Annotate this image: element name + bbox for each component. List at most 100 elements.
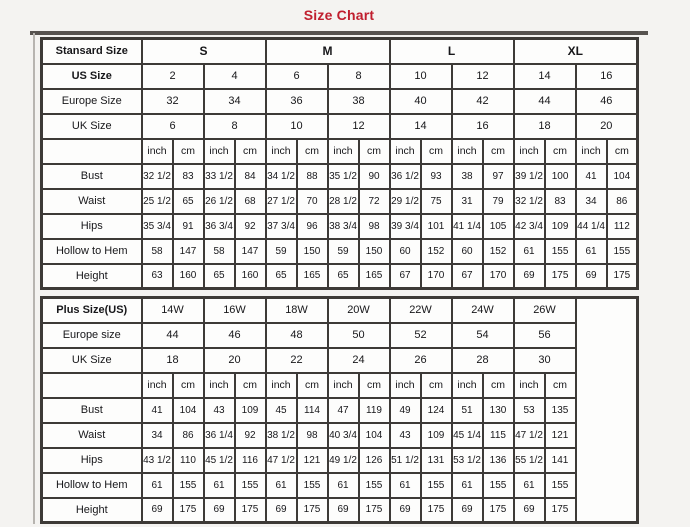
measure-value-cell: 160 bbox=[233, 262, 267, 290]
unit-inch-label: inch bbox=[326, 371, 360, 399]
unit-inch-label: inch bbox=[450, 137, 484, 165]
measure-row-label: Hips bbox=[40, 212, 143, 240]
measure-value-cell: 150 bbox=[357, 237, 391, 265]
unit-inch-label: inch bbox=[574, 137, 608, 165]
unit-cm-label: cm bbox=[543, 371, 577, 399]
size-number-cell: 38 bbox=[326, 87, 391, 115]
measure-row-label: Waist bbox=[40, 421, 143, 449]
measure-value-cell: 88 bbox=[295, 162, 329, 190]
measure-value-cell: 93 bbox=[419, 162, 453, 190]
measure-value-cell: 150 bbox=[295, 237, 329, 265]
measure-value-cell: 70 bbox=[295, 187, 329, 215]
measure-value-cell: 67 bbox=[450, 262, 484, 290]
measure-value-cell: 49 bbox=[388, 396, 422, 424]
table-row: inch cm inch cm inch cm inch cm inch cm inch cm inch… bbox=[40, 137, 639, 165]
measure-value-cell: 44 1/4 bbox=[574, 212, 608, 240]
measure-value-cell: 27 1/2 bbox=[264, 187, 298, 215]
header-row-label: Europe size bbox=[40, 321, 143, 349]
unit-cm-label: cm bbox=[357, 371, 391, 399]
table-row: Europe Size 32 34 36 38 40 42 44 46 bbox=[40, 87, 639, 115]
measure-value-cell: 69 bbox=[264, 496, 298, 524]
measure-value-cell: 83 bbox=[171, 162, 205, 190]
plus-size-header: 14W bbox=[140, 296, 205, 324]
measure-value-cell: 65 bbox=[326, 262, 360, 290]
measure-value-cell: 36 1/4 bbox=[202, 421, 236, 449]
measure-value-cell: 84 bbox=[233, 162, 267, 190]
measure-value-cell: 60 bbox=[388, 237, 422, 265]
measure-value-cell: 135 bbox=[543, 396, 577, 424]
measure-value-cell: 130 bbox=[481, 396, 515, 424]
measure-value-cell: 170 bbox=[481, 262, 515, 290]
measure-value-cell: 110 bbox=[171, 446, 205, 474]
measure-value-cell: 61 bbox=[140, 471, 174, 499]
measure-value-cell: 69 bbox=[388, 496, 422, 524]
measure-value-cell: 43 1/2 bbox=[140, 446, 174, 474]
size-number-cell: 16 bbox=[450, 112, 515, 140]
standard-size-table: Stansard Size S M L XL US Size 2 4 6 8 10 12 14 16 Eur… bbox=[40, 37, 640, 290]
unit-cm-label: cm bbox=[419, 371, 453, 399]
measure-value-cell: 32 1/2 bbox=[512, 187, 546, 215]
measure-value-cell: 175 bbox=[543, 496, 577, 524]
measure-value-cell: 39 3/4 bbox=[388, 212, 422, 240]
plus-size-header: 18W bbox=[264, 296, 329, 324]
measure-value-cell: 160 bbox=[171, 262, 205, 290]
unit-cm-label: cm bbox=[171, 371, 205, 399]
unit-inch-label: inch bbox=[512, 371, 546, 399]
unit-cm-label: cm bbox=[295, 371, 329, 399]
size-number-cell: 54 bbox=[450, 321, 515, 349]
unit-inch-label: inch bbox=[388, 137, 422, 165]
size-number-cell: 8 bbox=[326, 62, 391, 90]
header-row-label: US Size bbox=[40, 62, 143, 90]
measure-value-cell: 58 bbox=[140, 237, 174, 265]
unit-inch-label: inch bbox=[264, 137, 298, 165]
unit-inch-label: inch bbox=[140, 371, 174, 399]
measure-value-cell: 121 bbox=[543, 421, 577, 449]
measure-value-cell: 155 bbox=[419, 471, 453, 499]
table-row: Hips 35 3/4 91 36 3/4 92 37 3/4 96 38 3/4 98 39 3… bbox=[40, 212, 639, 240]
table-row: Waist 34 86 36 1/4 92 38 1/2 98 40 3/4 104 43 109 4… bbox=[40, 421, 638, 449]
unit-cm-label: cm bbox=[543, 137, 577, 165]
measure-value-cell: 115 bbox=[481, 421, 515, 449]
measure-value-cell: 136 bbox=[481, 446, 515, 474]
measure-value-cell: 36 3/4 bbox=[202, 212, 236, 240]
header-row-label: UK Size bbox=[40, 346, 143, 374]
measure-row-label: Bust bbox=[40, 396, 143, 424]
measure-value-cell: 175 bbox=[419, 496, 453, 524]
measure-value-cell: 41 1/4 bbox=[450, 212, 484, 240]
measure-value-cell: 61 bbox=[326, 471, 360, 499]
page-title: Size Chart bbox=[303, 7, 375, 23]
measure-value-cell: 152 bbox=[419, 237, 453, 265]
unit-cm-label: cm bbox=[233, 371, 267, 399]
plus-size-header: 16W bbox=[202, 296, 267, 324]
measure-value-cell: 34 1/2 bbox=[264, 162, 298, 190]
measure-value-cell: 175 bbox=[171, 496, 205, 524]
measure-value-cell: 69 bbox=[450, 496, 484, 524]
size-number-cell: 14 bbox=[388, 112, 453, 140]
unit-cm-label: cm bbox=[481, 137, 515, 165]
measure-value-cell: 104 bbox=[357, 421, 391, 449]
measure-value-cell: 69 bbox=[326, 496, 360, 524]
measure-value-cell: 47 1/2 bbox=[512, 421, 546, 449]
measure-value-cell: 63 bbox=[140, 262, 174, 290]
unit-cm-label: cm bbox=[233, 137, 267, 165]
measure-value-cell: 114 bbox=[295, 396, 329, 424]
measure-value-cell: 67 bbox=[388, 262, 422, 290]
measure-value-cell: 65 bbox=[202, 262, 236, 290]
measure-value-cell: 43 bbox=[388, 421, 422, 449]
standard-corner-label: Stansard Size bbox=[40, 37, 143, 65]
measure-value-cell: 104 bbox=[605, 162, 639, 190]
table-row: Plus Size(US) 14W 16W 18W 20W 22W 24W 26W bbox=[40, 296, 639, 524]
table-row: US Size 2 4 6 8 10 12 14 16 bbox=[40, 62, 639, 90]
measure-value-cell: 34 bbox=[140, 421, 174, 449]
measure-value-cell: 61 bbox=[512, 471, 546, 499]
unit-cm-label: cm bbox=[171, 137, 205, 165]
measure-value-cell: 59 bbox=[326, 237, 360, 265]
measure-value-cell: 91 bbox=[171, 212, 205, 240]
measure-value-cell: 26 1/2 bbox=[202, 187, 236, 215]
empty-filler-cell bbox=[574, 296, 639, 524]
measure-value-cell: 69 bbox=[574, 262, 608, 290]
measure-value-cell: 165 bbox=[357, 262, 391, 290]
table-row: inch cm inch cm inch cm inch cm inch cm inch cm inch… bbox=[40, 371, 638, 399]
table-row: UK Size 18 20 22 24 26 28 30 bbox=[40, 346, 638, 374]
